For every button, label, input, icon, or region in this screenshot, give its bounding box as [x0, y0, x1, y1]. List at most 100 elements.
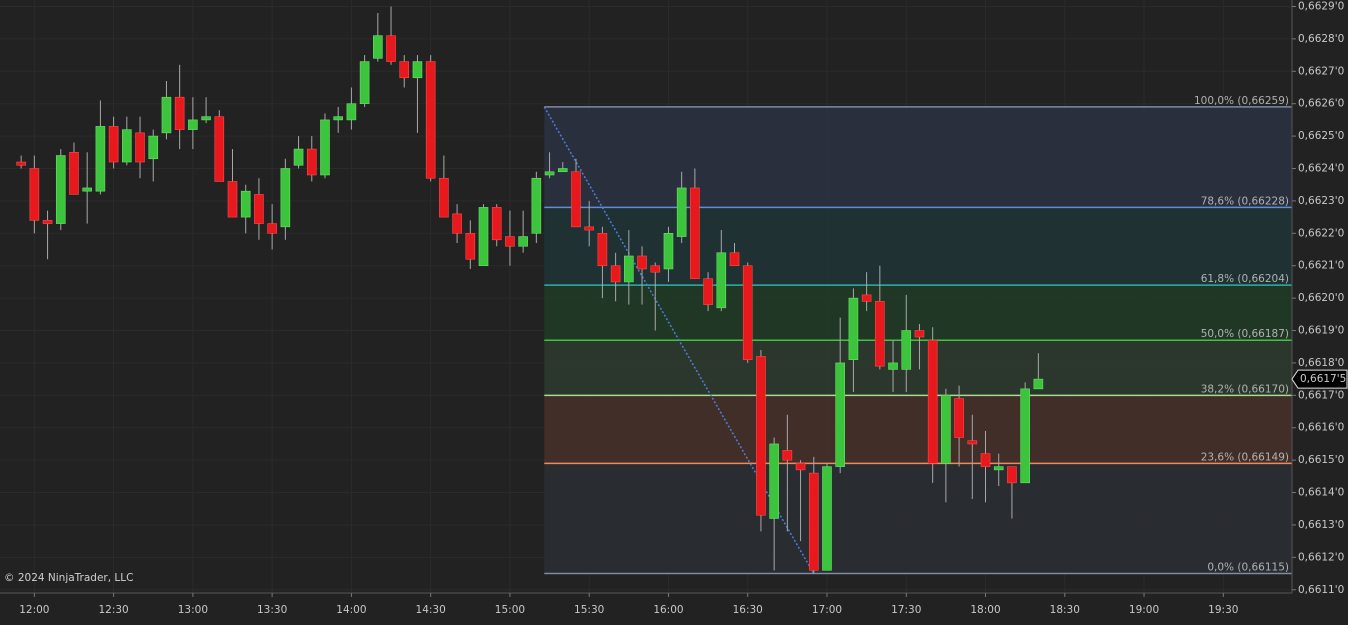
candle-body [439, 177, 449, 218]
candle-body [941, 395, 951, 464]
candle-body [293, 148, 304, 166]
y-tick-label: 0,6620'0 [1298, 292, 1344, 304]
candle-body [557, 168, 568, 173]
candle-body [742, 265, 753, 360]
candle-body [386, 35, 396, 62]
candle-body [491, 207, 502, 241]
candle-body [254, 194, 264, 224]
candle-body [201, 116, 211, 121]
candle-body [148, 135, 159, 160]
y-tick-label: 0,6624'0 [1298, 163, 1344, 175]
candle-body [1020, 388, 1030, 484]
y-tick-label: 0,6625'0 [1298, 130, 1344, 142]
candle-body [822, 466, 832, 571]
x-tick-label: 17:00 [812, 604, 842, 616]
y-tick-label: 0,6617'0 [1298, 389, 1344, 401]
fib-zone [544, 106, 1292, 208]
candle-body [95, 126, 106, 192]
candle-body [333, 116, 343, 121]
candle-body [901, 330, 912, 370]
candle-body [240, 190, 251, 218]
candle-body [188, 119, 198, 130]
candle-body [624, 255, 634, 283]
x-tick-label: 12:00 [19, 604, 49, 616]
candle-body [848, 297, 859, 360]
fib-label: 0,0% (0,66115) [1207, 562, 1289, 574]
y-tick-label: 0,6629'0 [1298, 0, 1344, 12]
candle-body [597, 233, 608, 267]
x-tick-label: 14:30 [416, 604, 446, 616]
candle-body [637, 255, 647, 270]
y-tick-label: 0,6626'0 [1298, 98, 1344, 110]
y-tick-label: 0,6613'0 [1298, 519, 1344, 531]
candle-body [980, 453, 991, 467]
candle-body [359, 61, 370, 104]
candle-body [531, 177, 542, 234]
x-tick-label: 19:00 [1129, 604, 1159, 616]
y-tick-label: 0,6615'0 [1298, 454, 1344, 466]
candle-body [452, 213, 462, 234]
candle-body [478, 207, 489, 267]
fib-label: 38,2% (0,66170) [1201, 383, 1289, 395]
candle-body [861, 294, 872, 302]
fib-label: 23,6% (0,66149) [1201, 451, 1289, 463]
candle-body [703, 278, 713, 305]
y-tick-label: 0,6611'0 [1298, 584, 1344, 596]
y-tick-label: 0,6623'0 [1298, 195, 1344, 207]
y-tick-label: 0,6618'0 [1298, 357, 1344, 369]
candle-body [1007, 466, 1017, 484]
candle-body [782, 450, 793, 461]
last-price-label: 0,6617'5 [1300, 373, 1346, 385]
fib-zone [544, 463, 1292, 574]
candle-body [505, 236, 515, 247]
candle-body [373, 35, 383, 59]
candle-body [875, 301, 885, 367]
candle-body [267, 223, 277, 234]
candle-body [399, 61, 410, 79]
y-tick-label: 0,6614'0 [1298, 487, 1344, 499]
candle-body [650, 265, 661, 273]
candle-body [663, 233, 674, 270]
y-tick-label: 0,6619'0 [1298, 325, 1344, 337]
y-tick-label: 0,6612'0 [1298, 551, 1344, 563]
candle-body [108, 126, 119, 163]
x-tick-label: 12:30 [98, 604, 128, 616]
x-tick-label: 16:30 [733, 604, 763, 616]
candle-body [518, 236, 528, 247]
candle-body [412, 61, 423, 79]
candle-body [122, 129, 132, 163]
candle-body [584, 226, 594, 231]
candle-body [914, 330, 925, 338]
y-tick-label: 0,6628'0 [1298, 33, 1344, 45]
candle-body [967, 440, 978, 445]
candle-body [888, 362, 898, 370]
fib-zone [544, 207, 1292, 286]
fib-label: 78,6% (0,66228) [1201, 195, 1289, 207]
candle-body [16, 161, 26, 166]
candle-body [425, 61, 436, 179]
y-tick-label: 0,6622'0 [1298, 227, 1344, 239]
candle-body [835, 362, 845, 467]
x-tick-label: 14:00 [336, 604, 366, 616]
candle-body [214, 116, 225, 182]
candle-body [993, 466, 1004, 471]
candle-body [808, 472, 819, 571]
candle-body [690, 187, 700, 279]
candle-body [465, 233, 476, 260]
x-tick-label: 17:30 [891, 604, 921, 616]
candle-body [135, 132, 145, 163]
candle-body [544, 171, 555, 176]
x-tick-label: 18:00 [970, 604, 1000, 616]
candle-body [29, 168, 40, 221]
candle-body [676, 187, 687, 237]
x-tick-label: 19:30 [1208, 604, 1238, 616]
candle-body [927, 339, 938, 464]
fib-zone [544, 340, 1292, 396]
candle-body [610, 265, 621, 283]
fib-trend-line [543, 106, 815, 574]
copyright: © 2024 NinjaTrader, LLC [4, 572, 133, 584]
candle-body [756, 356, 766, 516]
candle-body [174, 96, 185, 130]
x-tick-label: 13:30 [257, 604, 287, 616]
